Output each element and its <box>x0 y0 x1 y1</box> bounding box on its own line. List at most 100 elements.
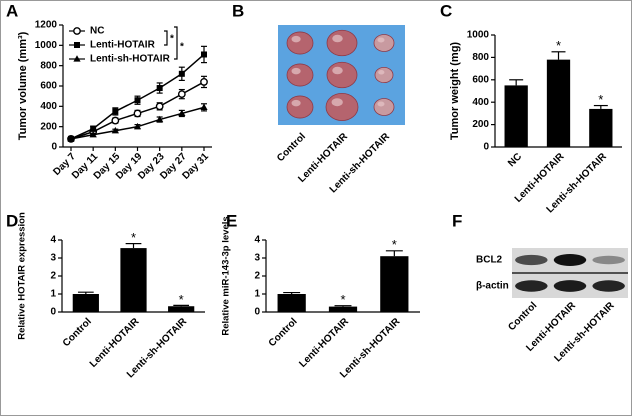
y-tick-label: 200 <box>472 119 489 130</box>
y-tick-label: 400 <box>472 97 489 108</box>
annotation: * <box>170 34 174 45</box>
band <box>592 255 625 265</box>
significance-mark: * <box>131 230 136 245</box>
annotation: * <box>180 42 184 53</box>
band <box>592 280 625 292</box>
tumor <box>326 29 358 57</box>
data-point <box>200 78 208 86</box>
data-point <box>178 109 186 117</box>
data-point <box>155 102 164 111</box>
tumor-highlight <box>291 67 301 75</box>
panel-letter: D <box>6 211 18 230</box>
tumor <box>374 66 394 84</box>
y-tick-label: 400 <box>40 101 57 112</box>
tumor-highlight <box>331 98 343 107</box>
tumor-highlight <box>377 37 385 43</box>
tumor-highlight <box>378 70 385 75</box>
bracket <box>174 26 178 60</box>
bar <box>589 108 613 147</box>
legend-marker <box>73 27 81 35</box>
bar <box>277 294 306 312</box>
data-point <box>178 70 185 77</box>
y-tick-label: 1200 <box>35 20 58 31</box>
row-label: β-actin <box>476 281 509 292</box>
row-label: BCL2 <box>476 255 503 266</box>
y-axis-label: Tumor weight (mg) <box>449 42 461 141</box>
y-tick-label: 0 <box>254 307 260 318</box>
y-tick-label: 600 <box>472 74 489 85</box>
legend-label: Lenti-HOTAIR <box>90 40 156 51</box>
tumor <box>373 98 395 116</box>
legend-label: Lenti-sh-HOTAIR <box>90 54 171 65</box>
band <box>553 280 587 292</box>
significance-mark: * <box>179 292 184 307</box>
y-tick-label: 1 <box>50 289 56 300</box>
panel-letter: C <box>440 1 452 20</box>
bar <box>168 306 195 312</box>
y-tick-label: 2 <box>50 271 56 282</box>
panel-letter: F <box>452 211 462 230</box>
tumor <box>286 31 314 55</box>
significance-mark: * <box>598 92 603 107</box>
bracket <box>164 30 168 46</box>
y-tick-label: 4 <box>254 235 260 246</box>
y-tick-label: 1000 <box>467 30 490 41</box>
band <box>515 280 548 292</box>
data-point <box>67 135 75 142</box>
data-point <box>201 51 207 58</box>
y-tick-label: 3 <box>254 253 260 264</box>
band <box>515 254 548 266</box>
legend-marker <box>74 42 80 48</box>
bar <box>120 248 147 312</box>
data-point <box>177 90 186 99</box>
data-point <box>133 122 142 130</box>
significance-mark: * <box>392 237 397 252</box>
tumor <box>373 34 395 52</box>
tumor <box>326 61 358 89</box>
panel-letter: E <box>226 211 237 230</box>
tumor-highlight <box>332 66 343 75</box>
panel-letter: B <box>232 1 244 20</box>
data-point <box>156 85 163 92</box>
y-tick-label: 2 <box>254 271 260 282</box>
y-tick-label: 4 <box>50 235 56 246</box>
data-point <box>133 109 142 118</box>
tumor-highlight <box>291 99 301 107</box>
y-tick-label: 1000 <box>35 40 58 51</box>
data-point <box>200 103 208 110</box>
bar <box>72 294 99 312</box>
y-tick-label: 3 <box>50 253 56 264</box>
panel-letter: A <box>6 1 18 20</box>
data-point <box>111 126 119 134</box>
y-axis-label: Relative miR-143-3p levels <box>221 216 232 335</box>
tumor <box>325 93 359 122</box>
legend-label: NC <box>90 26 104 37</box>
y-tick-label: 200 <box>40 121 57 132</box>
y-axis-label: Relative HOTAIR expression <box>17 212 28 340</box>
band <box>553 254 587 266</box>
data-point <box>134 97 141 104</box>
bar <box>546 59 571 147</box>
data-point <box>111 116 120 125</box>
data-point <box>90 125 97 132</box>
data-point <box>156 115 164 123</box>
tumor <box>286 63 314 87</box>
y-axis-label: Tumor volume (mm³) <box>17 31 29 140</box>
y-tick-label: 800 <box>40 60 57 71</box>
data-point <box>89 131 97 138</box>
data-point <box>112 108 119 115</box>
bar <box>328 306 358 312</box>
y-tick-label: 0 <box>51 142 57 153</box>
tumor-highlight <box>377 101 385 107</box>
y-tick-label: 1 <box>254 289 260 300</box>
tumor-highlight <box>332 34 343 43</box>
bar <box>380 256 409 312</box>
y-tick-label: 800 <box>472 52 489 63</box>
significance-mark: * <box>556 38 561 53</box>
significance-mark: * <box>340 292 345 307</box>
y-tick-label: 0 <box>50 307 56 318</box>
y-tick-label: 600 <box>40 81 57 92</box>
tumor-highlight <box>291 35 301 43</box>
bar <box>504 85 528 147</box>
